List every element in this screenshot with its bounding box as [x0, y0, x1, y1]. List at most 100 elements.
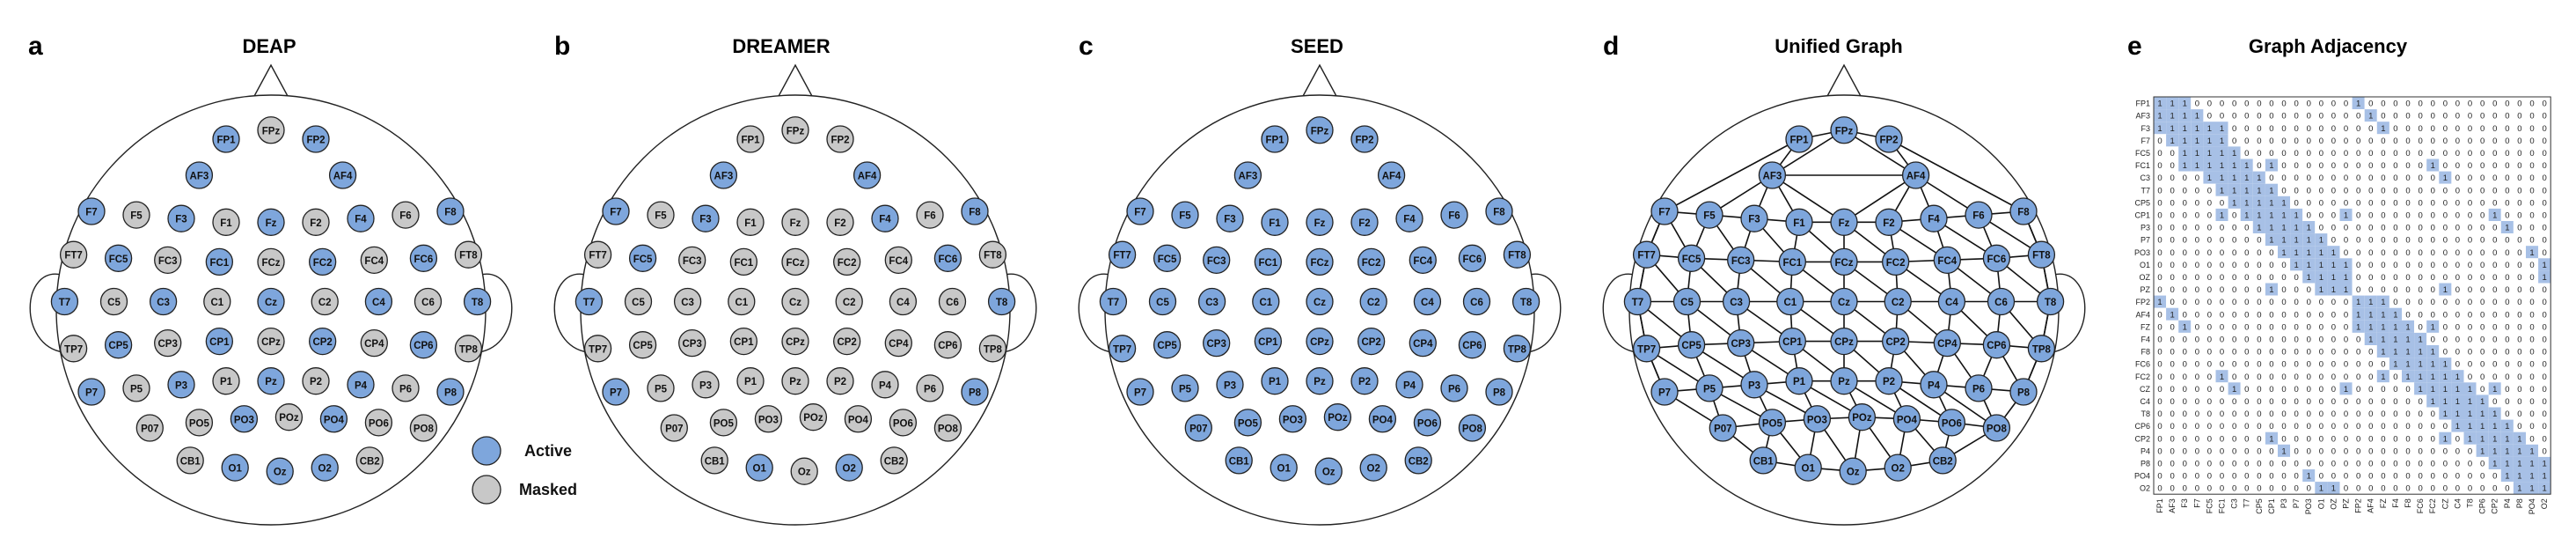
electrode-po5-label: PO5 [714, 418, 735, 429]
adjacency-cell-value: 0 [2505, 149, 2509, 159]
adjacency-cell-value: 0 [2468, 372, 2472, 382]
adjacency-cell-value: 0 [2443, 248, 2448, 258]
electrode-cz [781, 287, 809, 316]
adjacency-cell [2290, 370, 2303, 383]
adjacency-cell-value: 0 [2393, 149, 2397, 159]
adjacency-cell [2154, 345, 2167, 358]
row-label: AF4 [2135, 310, 2150, 319]
adjacency-cell [2376, 345, 2389, 358]
adjacency-cell-value: 0 [2419, 161, 2423, 171]
adjacency-cell-value: 0 [2468, 285, 2472, 295]
adjacency-cell-value: 1 [2307, 261, 2311, 270]
adjacency-cell [2154, 307, 2167, 321]
adjacency-cell [2376, 407, 2389, 420]
adjacency-cell-value: 0 [2405, 100, 2410, 109]
adjacency-cell [2327, 159, 2340, 172]
adjacency-cell-value: 0 [2431, 136, 2435, 146]
electrode-fz-label: Fz [790, 218, 801, 229]
adjacency-cell-value: 0 [2294, 385, 2299, 394]
adjacency-cell [2389, 246, 2402, 259]
adjacency-cell [2327, 171, 2340, 184]
adjacency-cell-value: 0 [2419, 198, 2423, 208]
adjacency-cell [2339, 159, 2353, 172]
adjacency-cell-value: 0 [2468, 446, 2472, 456]
adjacency-cell-value: 0 [2269, 446, 2273, 456]
adjacency-cell [2538, 482, 2551, 495]
electrode-cb1 [1749, 446, 1777, 475]
electrode-po8-label: PO8 [938, 424, 959, 435]
adjacency-cell [2352, 97, 2365, 110]
adjacency-cell [2476, 146, 2489, 159]
adjacency-cell [2327, 444, 2340, 457]
adjacency-cell-value: 0 [2455, 298, 2460, 307]
adjacency-cell-value: 0 [2529, 434, 2534, 444]
adjacency-cell [2203, 469, 2216, 483]
adjacency-cell-value: 0 [2207, 484, 2212, 494]
adjacency-cell-value: 0 [2443, 273, 2448, 283]
adjacency-cell-value: 0 [2368, 136, 2373, 146]
adjacency-cell-value: 0 [2480, 335, 2485, 344]
adjacency-cell-value: 0 [2220, 261, 2224, 270]
adjacency-cell [2376, 431, 2389, 445]
adjacency-cell-value: 0 [2517, 149, 2521, 159]
adjacency-cell [2278, 195, 2291, 209]
electrode-cp4-label: CP4 [364, 339, 384, 350]
adjacency-cell-value: 0 [2368, 459, 2373, 468]
adjacency-cell [2302, 270, 2316, 284]
adjacency-cell [2178, 258, 2192, 271]
electrode-p5 [1695, 374, 1723, 402]
adjacency-cell-value: 0 [2183, 261, 2187, 270]
electrode-fc4-label: FC4 [889, 256, 908, 267]
adjacency-cell [2327, 345, 2340, 358]
electrode-po4-label: PO4 [1897, 415, 1918, 425]
electrode-p4-label: P4 [355, 380, 368, 391]
adjacency-cell [2215, 358, 2228, 371]
adjacency-cell [2364, 394, 2377, 408]
electrode-po8 [1458, 414, 1487, 442]
adjacency-cell [2315, 394, 2328, 408]
adjacency-cell-value: 0 [2468, 298, 2472, 307]
adjacency-cell-value: 0 [2455, 335, 2460, 344]
adjacency-cell-value: 1 [2195, 112, 2199, 122]
adjacency-cell [2166, 221, 2179, 234]
adjacency-cell [2426, 171, 2440, 184]
adjacency-cell-value: 0 [2257, 236, 2261, 246]
electrode-tp8-label: TP8 [459, 344, 479, 355]
adjacency-cell-value: 0 [2319, 112, 2324, 122]
adjacency-cell [2327, 482, 2340, 495]
adjacency-cell-value: 0 [2257, 298, 2261, 307]
adjacency-cell-value: 0 [2405, 149, 2410, 159]
adjacency-cell [2252, 407, 2265, 420]
nose [777, 63, 814, 99]
adjacency-cell-value: 0 [2356, 186, 2360, 195]
adjacency-cell [2302, 283, 2316, 296]
electrode-poz [274, 403, 304, 431]
adjacency-cell [2426, 332, 2440, 345]
adjacency-cell [2389, 456, 2402, 469]
electrode-p7-label: P7 [85, 388, 98, 399]
graph-edge [1771, 174, 1845, 223]
adjacency-cell [2513, 307, 2526, 321]
adjacency-cell [2463, 482, 2477, 495]
electrode-ft7-label: FT7 [64, 251, 82, 262]
adjacency-cell-value: 1 [2269, 434, 2273, 444]
adjacency-cell [2215, 407, 2228, 420]
electrode-pz [1306, 367, 1334, 395]
adjacency-cell-value: 1 [2183, 322, 2187, 332]
adjacency-cell-value: 0 [2344, 409, 2348, 419]
adjacency-cell [2364, 134, 2377, 147]
electrode-poz [1323, 403, 1352, 431]
electrode-cb1-label: CB1 [705, 456, 726, 467]
adjacency-cell-value: 0 [2431, 459, 2435, 468]
adjacency-cell-value: 0 [2480, 149, 2485, 159]
adjacency-cell-value: 0 [2368, 173, 2373, 183]
adjacency-cell-value: 0 [2307, 210, 2311, 220]
adjacency-cell [2376, 171, 2389, 184]
electrode-cb2-label: CB2 [1933, 456, 1953, 467]
adjacency-cell [2451, 407, 2464, 420]
adjacency-cell [2526, 195, 2539, 209]
adjacency-cell [2389, 258, 2402, 271]
adjacency-cell-value: 0 [2431, 335, 2435, 344]
adjacency-cell-value: 0 [2195, 434, 2199, 444]
electrode-f6-label: F6 [1448, 211, 1460, 222]
